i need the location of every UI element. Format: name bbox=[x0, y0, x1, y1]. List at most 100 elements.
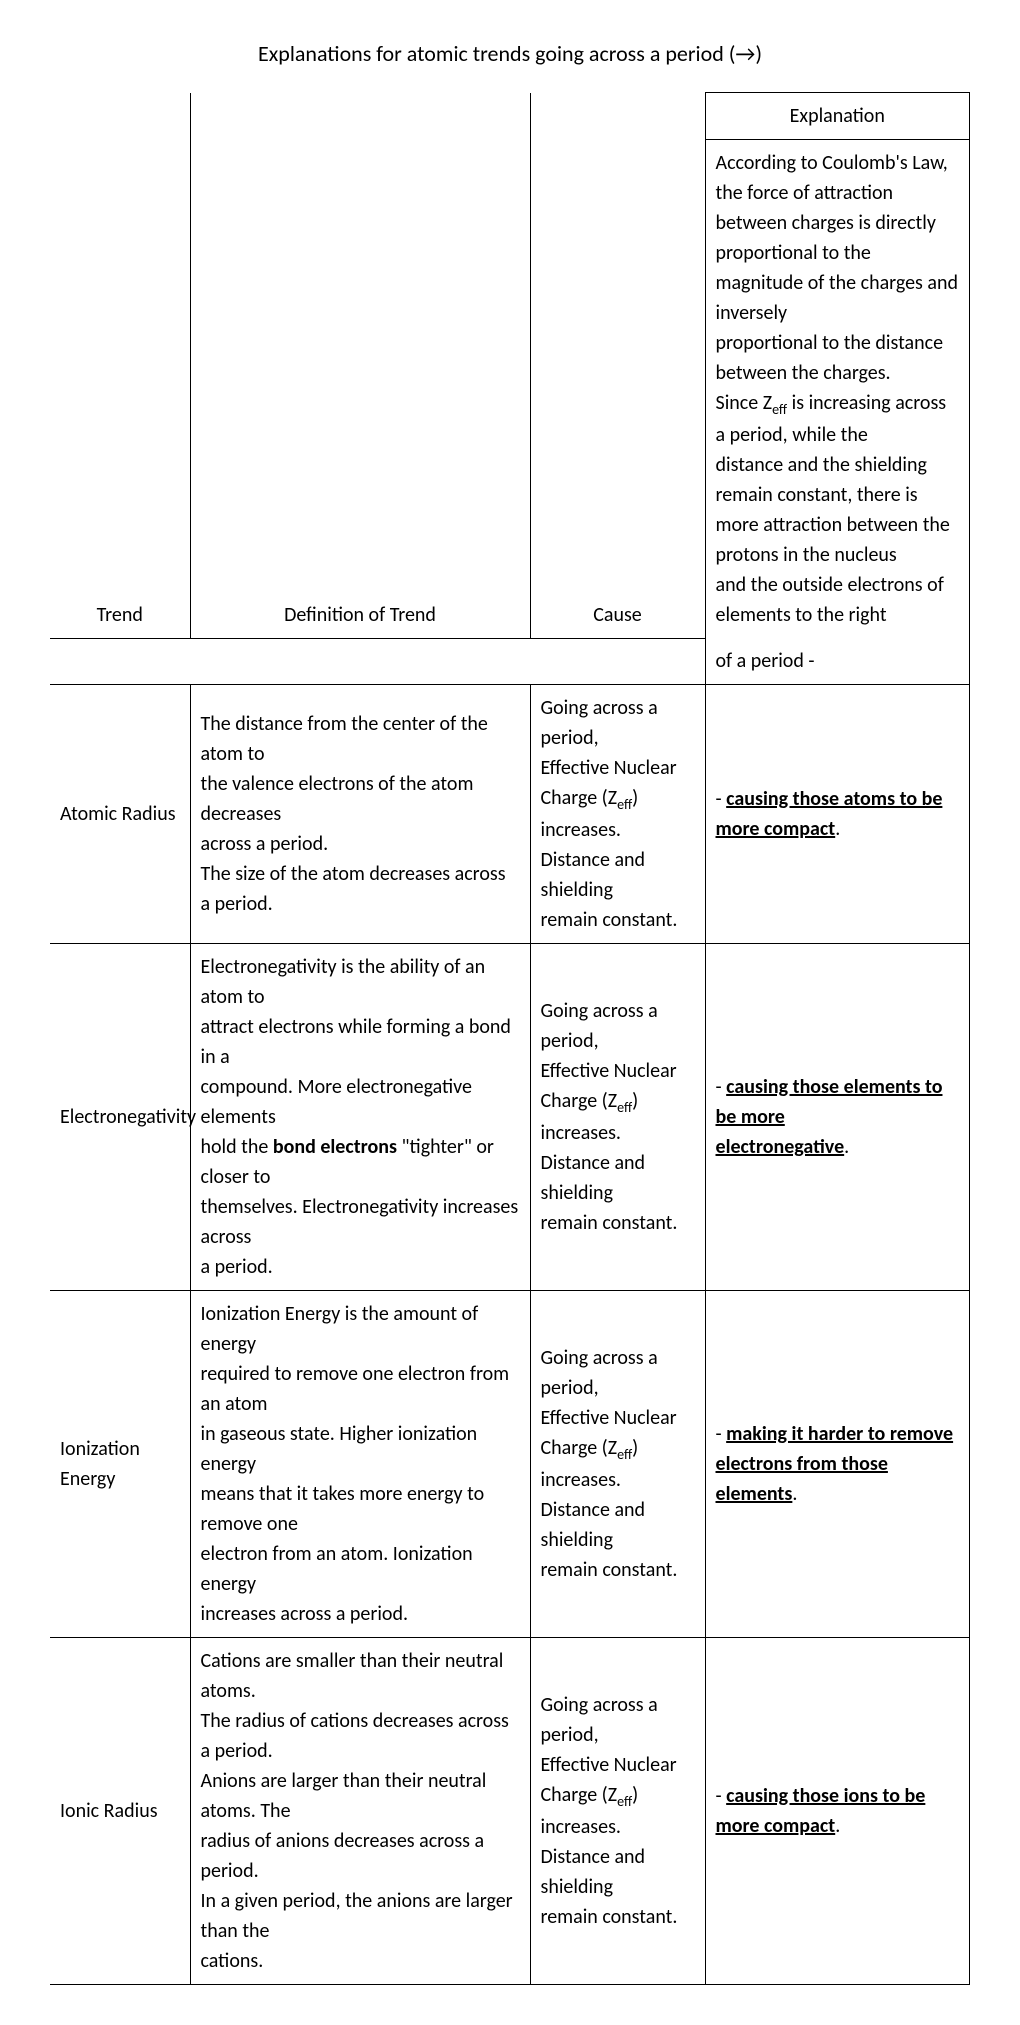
text: increases across a period. bbox=[201, 1602, 409, 1626]
text: Effective Nuclear bbox=[541, 1406, 677, 1430]
text: Ionization Energy is the amount of energ… bbox=[201, 1302, 479, 1356]
definition-cell: The distance from the center of the atom… bbox=[190, 685, 530, 944]
cause-cell: Going across a period, Effective Nuclear… bbox=[530, 944, 705, 1291]
text: The distance from the center of the atom… bbox=[201, 712, 488, 766]
text: According to Coulomb's Law, the force of… bbox=[716, 151, 948, 205]
subscript: eff bbox=[617, 1446, 632, 1463]
text: . bbox=[792, 1482, 797, 1506]
trend-header: Trend bbox=[50, 93, 190, 639]
subscript: eff bbox=[617, 796, 632, 813]
text: compound. More electronegative elements bbox=[201, 1075, 472, 1129]
text: . bbox=[835, 817, 840, 841]
text: Anions are larger than their neutral ato… bbox=[201, 1769, 487, 1823]
text: - bbox=[716, 1422, 727, 1446]
text: remain constant. bbox=[541, 1211, 678, 1235]
text: - bbox=[716, 1784, 727, 1808]
bold: bond electrons bbox=[273, 1135, 397, 1159]
table-row: Electronegativity Electronegativity is t… bbox=[50, 944, 970, 1291]
text: a period. bbox=[201, 1255, 273, 1279]
definition-cell: Ionization Energy is the amount of energ… bbox=[190, 1291, 530, 1638]
explanation-cell: - causing those elements to be more elec… bbox=[705, 944, 970, 1291]
text: and the outside electrons of elements to… bbox=[716, 573, 944, 627]
text: Charge (Z bbox=[541, 1436, 618, 1460]
text: distance and the shielding remain consta… bbox=[716, 453, 927, 507]
text: remain constant. bbox=[541, 1558, 678, 1582]
of-period-cell: of a period - bbox=[705, 638, 970, 685]
text: magnitude of the charges and inversely bbox=[716, 271, 959, 325]
text: more attraction between the protons in t… bbox=[716, 513, 950, 567]
page-title: Explanations for atomic trends going acr… bbox=[50, 40, 970, 67]
text: remain constant. bbox=[541, 1905, 678, 1929]
emphasis: elements bbox=[716, 1482, 793, 1506]
subscript: eff bbox=[617, 1099, 632, 1116]
text: Energy bbox=[60, 1467, 115, 1491]
text: Charge (Z bbox=[541, 1783, 618, 1807]
text: Charge (Z bbox=[541, 1089, 618, 1113]
subscript: eff bbox=[772, 401, 787, 418]
text: themselves. Electronegativity increases … bbox=[201, 1195, 519, 1249]
text: in gaseous state. Higher ionization ener… bbox=[201, 1422, 478, 1476]
text: . bbox=[844, 1135, 849, 1159]
trends-table: Trend Definition of Trend Cause Explanat… bbox=[50, 92, 970, 1985]
table-row: Ionization Energy Ionization Energy is t… bbox=[50, 1291, 970, 1638]
text: Distance and shielding bbox=[541, 848, 646, 902]
text: cations. bbox=[201, 1949, 264, 1973]
text: required to remove one electron from an … bbox=[201, 1362, 510, 1416]
definition-header: Definition of Trend bbox=[190, 93, 530, 639]
text: Distance and shielding bbox=[541, 1498, 646, 1552]
emphasis: causing those atoms to be more compact bbox=[716, 787, 943, 841]
explanation-cell: - causing those atoms to be more compact… bbox=[705, 685, 970, 944]
text: - bbox=[716, 1075, 727, 1099]
table-row: Trend Definition of Trend Cause Explanat… bbox=[50, 93, 970, 140]
text: attract electrons while forming a bond i… bbox=[201, 1015, 511, 1069]
text: Going across a period, bbox=[541, 1693, 658, 1747]
emphasis: electronegative bbox=[716, 1135, 845, 1159]
trend-name: Electronegativity bbox=[50, 944, 190, 1291]
text: The radius of cations decreases across a… bbox=[201, 1709, 509, 1763]
text: electron from an atom. Ionization energy bbox=[201, 1542, 473, 1596]
cause-header: Cause bbox=[530, 93, 705, 639]
text: Effective Nuclear bbox=[541, 756, 677, 780]
text: - bbox=[716, 787, 727, 811]
text: hold the bbox=[201, 1135, 273, 1159]
trend-name: Atomic Radius bbox=[50, 685, 190, 944]
explanation-cell: - making it harder to remove electrons f… bbox=[705, 1291, 970, 1638]
emphasis: making it harder to remove electrons fro… bbox=[716, 1422, 954, 1476]
text: Effective Nuclear bbox=[541, 1753, 677, 1777]
explanation-cell: - causing those ions to be more compact. bbox=[705, 1638, 970, 1985]
text: Electronegativity is the ability of an a… bbox=[201, 955, 486, 1009]
text: Distance and shielding bbox=[541, 1845, 646, 1899]
subscript: eff bbox=[617, 1793, 632, 1810]
cause-cell: Going across a period, Effective Nuclear… bbox=[530, 1291, 705, 1638]
arrow-icon: → bbox=[735, 40, 755, 67]
table-row: Atomic Radius The distance from the cent… bbox=[50, 685, 970, 944]
text: Going across a period, bbox=[541, 999, 658, 1053]
text: the valence electrons of the atom decrea… bbox=[201, 772, 474, 826]
text: Going across a period, bbox=[541, 696, 658, 750]
text: In a given period, the anions are larger… bbox=[201, 1889, 513, 1943]
cause-cell: Going across a period, Effective Nuclear… bbox=[530, 1638, 705, 1985]
table-row: of a period - bbox=[50, 638, 970, 685]
text: remain constant. bbox=[541, 908, 678, 932]
text: means that it takes more energy to remov… bbox=[201, 1482, 485, 1536]
text: Cations are smaller than their neutral a… bbox=[201, 1649, 504, 1703]
text: radius of anions decreases across a peri… bbox=[201, 1829, 485, 1883]
explanation-top: According to Coulomb's Law, the force of… bbox=[705, 140, 970, 639]
text: . bbox=[835, 1814, 840, 1838]
definition-cell: Electronegativity is the ability of an a… bbox=[190, 944, 530, 1291]
cause-cell: Going across a period, Effective Nuclear… bbox=[530, 685, 705, 944]
table-row: Ionic Radius Cations are smaller than th… bbox=[50, 1638, 970, 1985]
text: Distance and shielding bbox=[541, 1151, 646, 1205]
emphasis: causing those elements to be more bbox=[716, 1075, 943, 1129]
text: Since Z bbox=[716, 391, 773, 415]
trend-name: Ionization Energy bbox=[50, 1291, 190, 1638]
emphasis: causing those ions to be more compact bbox=[716, 1784, 926, 1838]
text: Going across a period, bbox=[541, 1346, 658, 1400]
explanation-header: Explanation bbox=[705, 93, 970, 140]
text: Ionization bbox=[60, 1437, 140, 1461]
text: Charge (Z bbox=[541, 786, 618, 810]
text: Effective Nuclear bbox=[541, 1059, 677, 1083]
title-prefix: Explanations for atomic trends going acr… bbox=[258, 40, 735, 67]
text: proportional to the distance between the… bbox=[716, 331, 944, 385]
text: between charges is directly proportional… bbox=[716, 211, 936, 265]
